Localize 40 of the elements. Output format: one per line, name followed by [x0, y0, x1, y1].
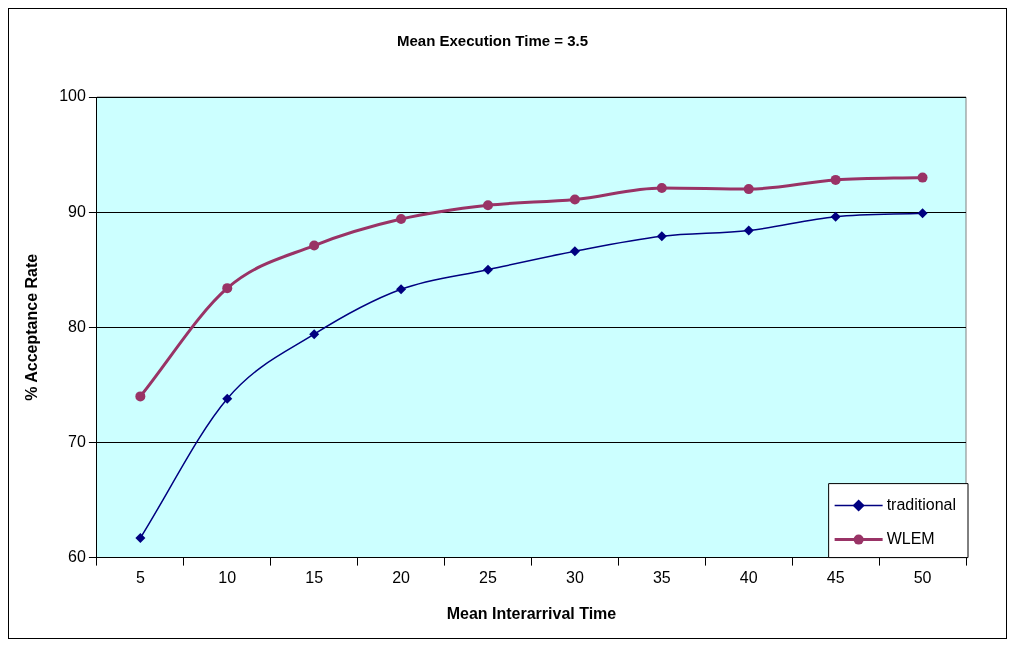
- x-tick-label: 20: [392, 568, 411, 586]
- point: [396, 284, 407, 295]
- x-tick-label: 5: [135, 568, 145, 586]
- y-axis-title: % Acceptance Rate: [23, 253, 41, 401]
- point: [482, 200, 493, 211]
- point: [396, 214, 407, 225]
- point: [569, 194, 580, 205]
- legend-label: WLEM: [886, 530, 935, 548]
- x-axis-title: Mean Interarrival Time: [446, 604, 617, 622]
- legend-label: traditional: [886, 496, 956, 514]
- point: [309, 240, 320, 251]
- y-tick-label: 70: [68, 432, 86, 450]
- x-tick-label: 40: [739, 568, 758, 586]
- y-tick-label: 60: [68, 548, 86, 566]
- point: [830, 211, 841, 222]
- point: [135, 391, 146, 402]
- point: [482, 264, 493, 275]
- chart-title: Mean Execution Time = 3.5: [396, 32, 589, 50]
- x-tick-label: 10: [218, 568, 237, 586]
- point: [569, 246, 580, 257]
- point: [656, 182, 667, 193]
- x-tick-label: 35: [652, 568, 671, 586]
- x-tick-label: 15: [305, 568, 324, 586]
- point: [917, 172, 928, 183]
- point: [917, 208, 928, 219]
- x-tick-label: 45: [826, 568, 845, 586]
- y-tick-label: 100: [59, 87, 86, 105]
- y-tick-label: 80: [68, 317, 86, 335]
- x-tick-label: 50: [913, 568, 932, 586]
- point: [309, 329, 320, 340]
- point: [222, 393, 233, 404]
- point: [656, 231, 667, 242]
- point: [222, 283, 233, 294]
- point: [830, 174, 841, 185]
- x-tick-label: 25: [479, 568, 497, 586]
- point: [135, 533, 146, 544]
- x-tick-label: 30: [566, 568, 584, 586]
- y-tick-label: 90: [68, 202, 86, 220]
- point: [743, 184, 754, 195]
- point: [743, 225, 754, 236]
